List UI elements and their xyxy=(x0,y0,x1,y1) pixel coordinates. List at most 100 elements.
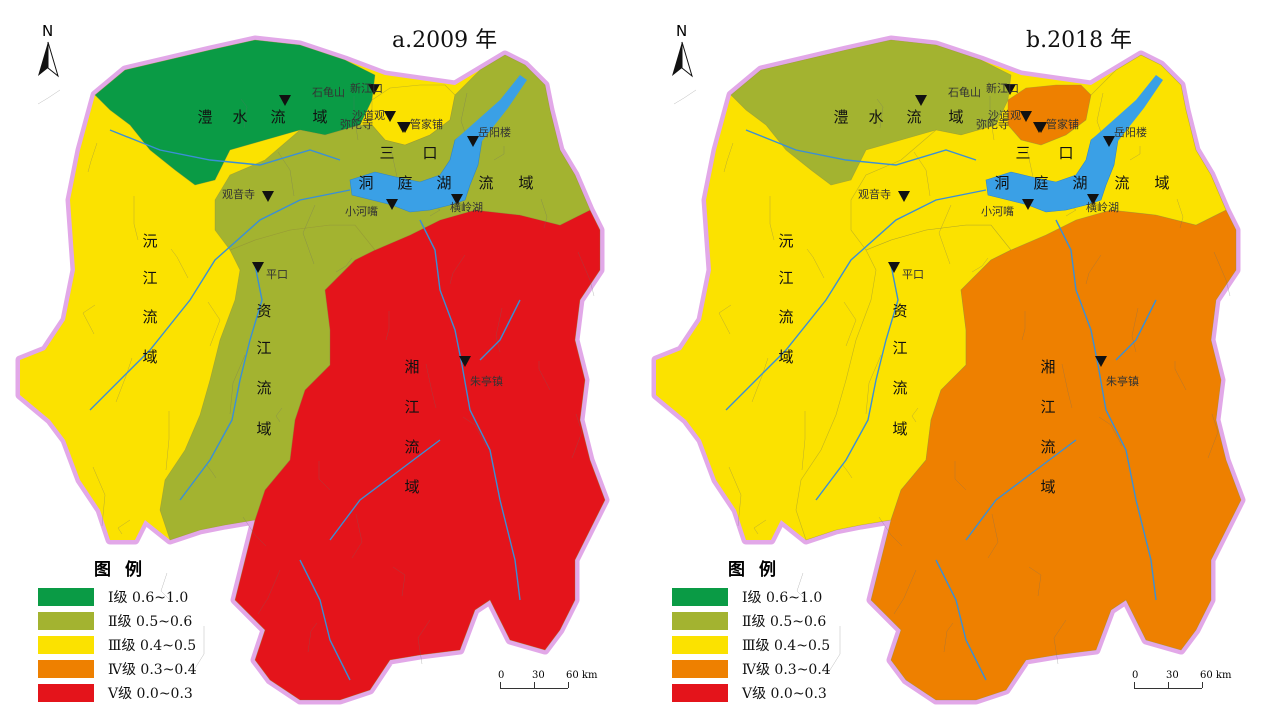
river-line xyxy=(1097,364,1157,601)
river-line xyxy=(815,264,899,501)
station-label: 管家铺 xyxy=(1046,117,1079,131)
station-label: 管家铺 xyxy=(410,117,443,131)
station-label: 沙道观 xyxy=(352,108,385,122)
legend-item: Ⅱ级 0.5~0.6 xyxy=(672,610,892,632)
river-line xyxy=(329,439,441,541)
station-label: 弥陀寺 xyxy=(340,117,373,131)
legend-label: Ⅴ级 0.0~0.3 xyxy=(108,686,193,702)
legend-label: Ⅲ级 0.4~0.5 xyxy=(108,638,197,654)
station-marker-icon xyxy=(1022,199,1034,210)
basin-label-sankou: 三 xyxy=(379,144,394,162)
legend-swatch xyxy=(38,636,94,654)
legend-label: Ⅳ级 0.3~0.4 xyxy=(108,662,197,678)
basin-label-dongting: 湖 xyxy=(436,174,451,192)
legend-swatch xyxy=(672,612,728,630)
legend: 图例 Ⅰ级 0.6~1.0 Ⅱ级 0.5~0.6 Ⅲ级 0.4~0.5 Ⅳ级 0.3~0… xyxy=(672,555,892,706)
basin-label-dongting: 庭 xyxy=(397,174,412,192)
basin-label-dongting: 域 xyxy=(1154,174,1169,192)
basin-label-yuanjiang: 沅 xyxy=(778,232,793,250)
basin-label-xiangjiang: 江 xyxy=(1040,398,1055,416)
station-marker-icon xyxy=(1020,111,1032,122)
basin-label-xiangjiang: 流 xyxy=(1040,438,1055,456)
legend-item: Ⅳ级 0.3~0.4 xyxy=(672,658,892,680)
station-label: 沙道观 xyxy=(988,108,1021,122)
basin-label-sankou: 三 xyxy=(1015,144,1030,162)
station-label: 弥陀寺 xyxy=(976,117,1009,131)
station-marker-icon xyxy=(1087,194,1099,205)
basin-label-dongting: 洞 xyxy=(358,174,373,192)
scale-tick-label: 30 xyxy=(1166,670,1179,681)
basin-label-yuanjiang: 江 xyxy=(142,269,157,287)
scale-tick-label: 0 xyxy=(1132,670,1139,681)
river-line xyxy=(1055,219,1099,366)
legend-item: Ⅳ级 0.3~0.4 xyxy=(38,658,258,680)
river-line xyxy=(109,129,341,166)
basin-label-lishui: 流 xyxy=(906,108,921,126)
station-marker-icon xyxy=(262,191,274,202)
station-label: 朱亭镇 xyxy=(470,374,503,388)
legend: 图例 Ⅰ级 0.6~1.0 Ⅱ级 0.5~0.6 Ⅲ级 0.4~0.5 Ⅳ级 0.3~0… xyxy=(38,555,258,706)
basin-label-xiangjiang: 域 xyxy=(404,478,419,496)
legend-item: Ⅴ级 0.0~0.3 xyxy=(672,682,892,704)
station-marker-icon xyxy=(368,84,380,95)
legend-title: 图例 xyxy=(728,560,790,580)
station-label: 观音寺 xyxy=(222,187,255,201)
basin-label-lishui: 澧 xyxy=(833,108,848,126)
map-panel-2018: b.2018 年 N 澧水流域沅江流域资江流域湘江流域三口洞庭湖流域石龟山 新江口 沙道… xyxy=(634,0,1267,719)
basin-label-lishui: 澧 xyxy=(197,108,212,126)
basin-label-xiangjiang: 湘 xyxy=(1040,358,1055,376)
station-label: 平口 xyxy=(266,268,288,281)
scale-tick-label: 0 xyxy=(498,670,505,681)
basin-label-zijiang: 域 xyxy=(892,420,907,438)
basin-label-dongting: 域 xyxy=(518,174,533,192)
station-marker-icon xyxy=(898,191,910,202)
station-label: 新江口 xyxy=(986,81,1019,95)
basin-label-sankou: 口 xyxy=(1058,144,1073,162)
basin-label-xiangjiang: 江 xyxy=(404,398,419,416)
legend-item: Ⅰ级 0.6~1.0 xyxy=(672,586,892,608)
basin-label-yuanjiang: 域 xyxy=(778,348,793,366)
legend-item: Ⅲ级 0.4~0.5 xyxy=(38,634,258,656)
legend-swatch xyxy=(672,684,728,702)
river-line xyxy=(299,559,351,681)
basin-label-dongting: 湖 xyxy=(1072,174,1087,192)
basin-label-zijiang: 域 xyxy=(256,420,271,438)
north-label: N xyxy=(676,22,688,40)
basin-map: 澧水流域沅江流域资江流域湘江流域三 口洞庭湖流域石龟山 新江口沙道观弥陀寺 管家铺岳阳… xyxy=(651,35,1246,705)
station-label: 横岭湖 xyxy=(1086,200,1119,214)
basin-label-zijiang: 资 xyxy=(892,302,907,320)
basin-label-dongting: 洞 xyxy=(994,174,1009,192)
station-label: 岳阳楼 xyxy=(1114,125,1147,139)
basin-label-xiangjiang: 流 xyxy=(404,438,419,456)
scale-tick xyxy=(568,682,569,688)
legend-swatch xyxy=(38,612,94,630)
legend-label: Ⅴ级 0.0~0.3 xyxy=(742,686,827,702)
basin-map: 澧水流域沅江流域资江流域湘江流域三 口洞庭湖流域石龟山 新江口沙道观弥陀寺 管家铺岳阳… xyxy=(15,35,610,705)
station-marker-icon xyxy=(1035,122,1047,133)
basin-label-zijiang: 流 xyxy=(256,379,271,397)
station-label: 新江口 xyxy=(350,81,383,95)
legend-swatch xyxy=(38,660,94,678)
river-line xyxy=(965,439,1077,541)
basin-label-yuanjiang: 流 xyxy=(778,308,793,326)
legend-swatch xyxy=(38,588,94,606)
scale-tick xyxy=(1202,682,1203,688)
legend-label: Ⅰ级 0.6~1.0 xyxy=(742,590,823,606)
river-line xyxy=(89,189,351,411)
legend-label: Ⅱ级 0.5~0.6 xyxy=(742,614,827,630)
legend-item: Ⅲ级 0.4~0.5 xyxy=(672,634,892,656)
legend-swatch xyxy=(38,684,94,702)
basin-label-sankou: 口 xyxy=(422,144,437,162)
station-label: 平口 xyxy=(902,268,924,281)
basin-label-lishui: 流 xyxy=(270,108,285,126)
north-label: N xyxy=(42,22,54,40)
basin-label-yuanjiang: 流 xyxy=(142,308,157,326)
station-marker-icon xyxy=(384,111,396,122)
station-label: 小河嘴 xyxy=(981,205,1014,218)
station-marker-icon xyxy=(888,262,900,273)
map-title: b.2018 年 xyxy=(1026,28,1133,53)
scale-tick xyxy=(1134,682,1135,688)
basin-label-yuanjiang: 沅 xyxy=(142,232,157,250)
basin-label-lishui: 域 xyxy=(312,108,327,126)
